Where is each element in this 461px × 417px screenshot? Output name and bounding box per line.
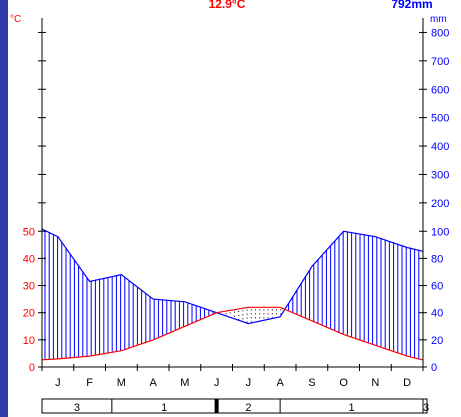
arid-dot bbox=[263, 317, 265, 319]
axes-layer: 0102030405002040608010020030040050060070… bbox=[23, 18, 449, 389]
right-tick-label: 600 bbox=[431, 84, 449, 96]
arid-dot bbox=[250, 313, 252, 315]
month-label: J bbox=[55, 377, 61, 389]
month-label: A bbox=[276, 377, 284, 389]
right-tick-label: 800 bbox=[431, 27, 449, 39]
series-lines-layer bbox=[41, 228, 424, 361]
arid-dot bbox=[263, 309, 265, 311]
arid-dot bbox=[250, 321, 252, 323]
arid-dot bbox=[255, 317, 256, 319]
arid-dot bbox=[246, 309, 248, 311]
arid-dot bbox=[276, 313, 277, 315]
month-label: A bbox=[149, 377, 157, 389]
left-tick-label: 0 bbox=[29, 362, 35, 374]
right-tick-label: 300 bbox=[431, 169, 449, 181]
arid-dot bbox=[259, 309, 261, 311]
left-tick-label: 10 bbox=[23, 335, 35, 347]
arid-dot bbox=[242, 318, 244, 320]
arid-dot bbox=[271, 313, 273, 315]
month-label: J bbox=[246, 377, 252, 389]
arid-dot bbox=[259, 313, 261, 315]
arid-dot bbox=[242, 310, 244, 312]
arid-dot bbox=[234, 315, 235, 317]
arid-dot bbox=[238, 311, 240, 312]
arid-dot bbox=[234, 311, 235, 313]
right-tick-label: 40 bbox=[431, 308, 443, 320]
celsius-unit-label: °C bbox=[10, 14, 21, 25]
arid-dot bbox=[263, 313, 265, 315]
right-tick-label: 500 bbox=[431, 113, 449, 125]
right-tick-label: 20 bbox=[431, 335, 443, 347]
month-label: N bbox=[371, 377, 379, 389]
right-tick-label: 0 bbox=[431, 362, 437, 374]
mean-temperature-label: 12.9°C bbox=[209, 0, 246, 11]
arid-dot bbox=[280, 309, 282, 311]
month-label: M bbox=[117, 377, 126, 389]
arid-dot bbox=[271, 309, 273, 311]
season-segment-label: 3 bbox=[74, 402, 80, 414]
arid-dot bbox=[246, 313, 248, 315]
month-label: O bbox=[339, 377, 348, 389]
fill-layer bbox=[44, 230, 424, 360]
arid-dot bbox=[242, 314, 244, 316]
arid-dot bbox=[225, 313, 227, 315]
month-label: S bbox=[308, 377, 315, 389]
arid-dot bbox=[238, 315, 240, 316]
arid-dot bbox=[276, 309, 277, 311]
season-segment-label: 1 bbox=[161, 402, 167, 414]
arid-dot bbox=[255, 309, 256, 311]
left-tick-label: 20 bbox=[23, 308, 35, 320]
right-tick-label: 60 bbox=[431, 281, 443, 293]
month-label: D bbox=[403, 377, 411, 389]
season-segment-label: 2 bbox=[245, 402, 251, 414]
mm-unit-label: mm bbox=[430, 14, 447, 25]
right-tick-label: 400 bbox=[431, 141, 449, 153]
month-label: M bbox=[180, 377, 189, 389]
right-tick-label: 80 bbox=[431, 253, 443, 265]
annual-precipitation-label: 792mm bbox=[391, 0, 432, 11]
arid-dot bbox=[267, 309, 269, 311]
arid-dot bbox=[250, 317, 252, 319]
left-sidebar-strip bbox=[0, 0, 8, 417]
arid-dot bbox=[259, 317, 261, 319]
month-label: F bbox=[86, 377, 93, 389]
right-tick-label: 700 bbox=[431, 56, 449, 68]
arid-dot bbox=[267, 317, 269, 319]
arid-dot bbox=[246, 321, 248, 323]
season-segment-label: 1 bbox=[349, 402, 355, 414]
left-tick-label: 30 bbox=[23, 281, 35, 293]
arid-dot bbox=[280, 313, 282, 315]
arid-dot bbox=[255, 313, 256, 315]
left-tick-label: 50 bbox=[23, 226, 35, 238]
season-strip-frame bbox=[41, 398, 428, 414]
temperature-line bbox=[41, 306, 424, 361]
arid-dot bbox=[250, 309, 252, 311]
right-tick-label: 100 bbox=[431, 226, 449, 238]
arid-dot bbox=[267, 313, 269, 315]
left-tick-label: 40 bbox=[23, 253, 35, 265]
season-segment-label: 3 bbox=[423, 402, 429, 414]
right-tick-label: 200 bbox=[431, 198, 449, 210]
arid-dot bbox=[238, 319, 240, 320]
month-label: J bbox=[214, 377, 220, 389]
arid-dot bbox=[229, 312, 231, 314]
precipitation-line bbox=[41, 228, 424, 325]
bottom-strip: 3 1 2 1 3 bbox=[41, 398, 429, 414]
arid-dot bbox=[246, 317, 248, 319]
arid-dot bbox=[271, 317, 273, 319]
